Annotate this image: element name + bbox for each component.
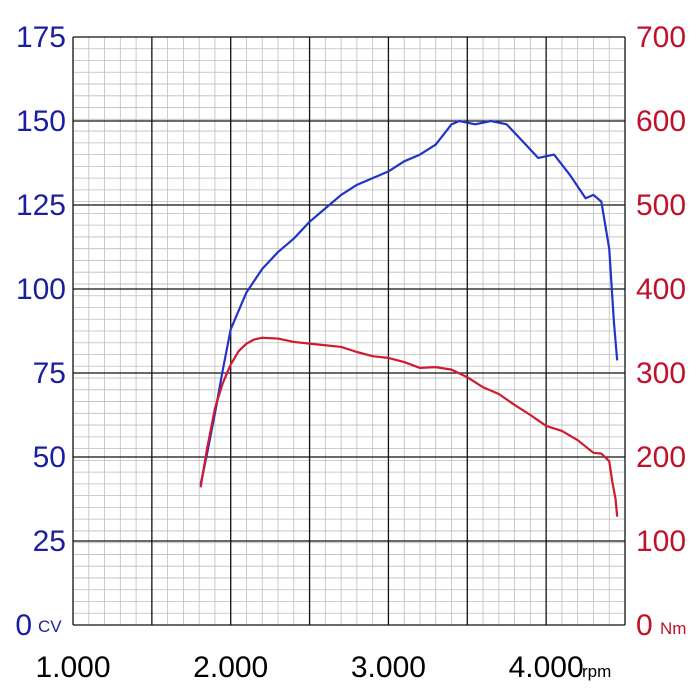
left-tick-label: 100 — [16, 273, 66, 306]
series-layer — [199, 119, 619, 517]
left-tick-label: 25 — [33, 525, 66, 558]
right-tick-label: 200 — [636, 441, 686, 474]
x-tick-label: 2.000 — [193, 651, 268, 684]
x-axis-unit: rpm — [582, 662, 611, 681]
x-tick-label: 1.000 — [35, 651, 110, 684]
left-tick-label: 75 — [33, 357, 66, 390]
left-tick-label: 125 — [16, 189, 66, 222]
left-axis-tick-labels: 0 25 50 75 100 125 150 175 — [15, 21, 66, 642]
torque-series-line — [199, 336, 619, 517]
right-tick-label: 400 — [636, 273, 686, 306]
left-tick-label: 175 — [16, 21, 66, 54]
left-tick-label: 50 — [33, 441, 66, 474]
x-tick-label: 3.000 — [351, 651, 426, 684]
x-tick-label: 4.000 — [509, 651, 584, 684]
right-tick-label: 600 — [636, 105, 686, 138]
major-grid — [72, 36, 626, 626]
x-axis-tick-labels: 1.000 2.000 3.000 4.000 — [35, 651, 583, 684]
power-series-line — [199, 119, 619, 485]
right-tick-label: 700 — [636, 21, 686, 54]
left-tick-label: 0 — [15, 609, 32, 642]
right-tick-label: 300 — [636, 357, 686, 390]
right-axis-unit: Nm — [660, 619, 686, 638]
right-tick-label: 0 — [636, 609, 653, 642]
right-tick-label: 500 — [636, 189, 686, 222]
right-axis-tick-labels: 0 100 200 300 400 500 600 700 — [636, 21, 686, 642]
left-tick-label: 150 — [16, 105, 66, 138]
right-tick-label: 100 — [636, 525, 686, 558]
left-axis-unit: CV — [38, 617, 62, 636]
